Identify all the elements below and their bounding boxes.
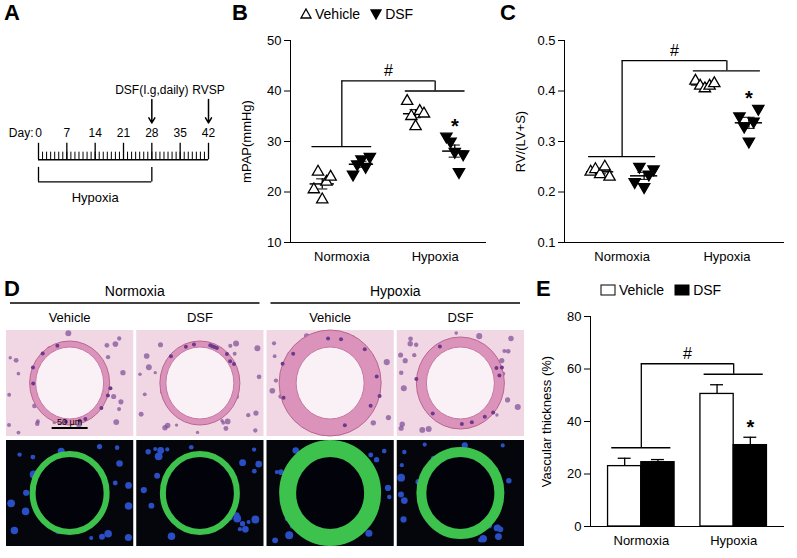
- svg-text:20: 20: [567, 466, 581, 481]
- svg-text:Normoxia: Normoxia: [314, 249, 370, 264]
- svg-text:80: 80: [567, 309, 581, 324]
- svg-text:40: 40: [567, 414, 581, 429]
- svg-text:7: 7: [63, 126, 70, 140]
- svg-text:RVSP: RVSP: [192, 83, 224, 97]
- svg-text:Normoxia: Normoxia: [594, 249, 650, 264]
- svg-text:14: 14: [88, 126, 102, 140]
- svg-text:60: 60: [567, 361, 581, 376]
- html-text:DSF: DSF: [693, 282, 722, 298]
- svg-text:Hypoxia: Hypoxia: [72, 190, 120, 205]
- svg-text:*: *: [451, 115, 459, 137]
- svg-text:0: 0: [35, 126, 42, 140]
- svg-text:28: 28: [145, 126, 159, 140]
- svg-text:RV/(LV+S): RV/(LV+S): [513, 111, 528, 172]
- svg-text:Hypoxia: Hypoxia: [703, 249, 751, 264]
- html-text:DSF: DSF: [385, 6, 414, 22]
- svg-text:*: *: [746, 416, 754, 438]
- svg-text:Vascular thickness (%): Vascular thickness (%): [539, 356, 554, 487]
- svg-text:42: 42: [202, 126, 216, 140]
- svg-text:Hypoxia: Hypoxia: [370, 283, 421, 299]
- svg-text:DSF: DSF: [187, 310, 213, 325]
- svg-text:DSF(I.g,daily): DSF(I.g,daily): [115, 83, 188, 97]
- svg-text:30: 30: [267, 134, 281, 149]
- svg-text:Vehicle: Vehicle: [49, 310, 91, 325]
- svg-text:20: 20: [267, 184, 281, 199]
- html-text:A: A: [4, 0, 20, 25]
- html-text:E: E: [536, 276, 551, 301]
- svg-text:Hypoxia: Hypoxia: [412, 249, 460, 264]
- svg-text:35: 35: [173, 126, 187, 140]
- svg-text:Day:: Day:: [9, 126, 34, 140]
- html-text:B: B: [232, 0, 248, 25]
- svg-text:Vehicle: Vehicle: [309, 310, 351, 325]
- svg-text:#: #: [670, 42, 679, 59]
- svg-text:0.5: 0.5: [537, 33, 555, 48]
- svg-text:21: 21: [117, 126, 131, 140]
- svg-text:50 μm: 50 μm: [57, 417, 82, 427]
- svg-text:Hypoxia: Hypoxia: [710, 533, 758, 548]
- svg-text:DSF: DSF: [447, 310, 473, 325]
- html-text:D: D: [4, 276, 20, 301]
- svg-text:0.3: 0.3: [537, 134, 555, 149]
- svg-text:Normoxia: Normoxia: [613, 533, 669, 548]
- svg-text:0.2: 0.2: [537, 184, 555, 199]
- svg-text:0.4: 0.4: [537, 83, 555, 98]
- svg-text:mPAP(mmHg): mPAP(mmHg): [239, 100, 254, 183]
- html-text:Vehicle: Vehicle: [619, 282, 665, 298]
- svg-text:40: 40: [267, 83, 281, 98]
- svg-text:#: #: [683, 345, 692, 362]
- svg-text:#: #: [384, 62, 393, 79]
- svg-text:Normoxia: Normoxia: [105, 283, 165, 299]
- html-text:Vehicle: Vehicle: [315, 6, 361, 22]
- svg-text:0.1: 0.1: [537, 235, 555, 250]
- svg-text:50: 50: [267, 33, 281, 48]
- html-text:C: C: [500, 0, 516, 25]
- svg-text:0: 0: [574, 519, 581, 534]
- svg-text:*: *: [745, 87, 753, 109]
- svg-text:10: 10: [267, 235, 281, 250]
